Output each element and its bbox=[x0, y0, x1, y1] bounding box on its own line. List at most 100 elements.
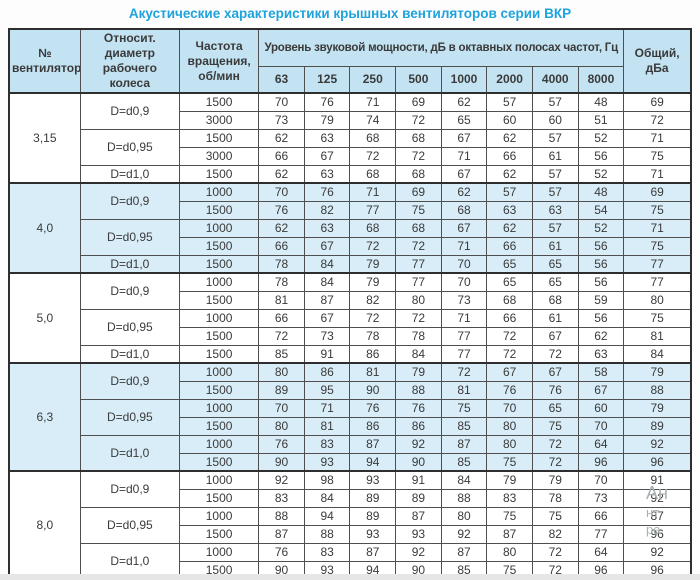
level-cell: 61 bbox=[531, 146, 579, 166]
level-cell: 88 bbox=[440, 488, 488, 508]
speed-cell: 1000 bbox=[178, 470, 260, 490]
level-cell: 60 bbox=[531, 110, 579, 130]
level-cell: 75 bbox=[486, 452, 533, 472]
level-cell: 89 bbox=[349, 488, 397, 508]
level-cell: 76 bbox=[486, 380, 533, 400]
level-cell: 86 bbox=[349, 344, 397, 364]
level-cell: 71 bbox=[349, 92, 397, 112]
level-cell: 67 bbox=[577, 380, 625, 400]
level-cell: 62 bbox=[258, 128, 305, 148]
speed-cell: 1500 bbox=[178, 290, 260, 310]
level-cell: 87 bbox=[258, 524, 305, 544]
level-cell: 73 bbox=[303, 326, 351, 346]
speed-cell: 1500 bbox=[178, 236, 260, 256]
speed-cell: 1500 bbox=[178, 128, 260, 148]
table-row: 1500 76 82 77 75 68 63 63 54 75 bbox=[9, 200, 692, 220]
level-cell: 63 bbox=[486, 200, 533, 220]
table-row: 1500 89 95 90 88 81 76 76 67 88 bbox=[9, 380, 692, 400]
acoustic-table: № вентилятораОтносит. диаметр рабочего к… bbox=[8, 28, 692, 580]
level-cell: 67 bbox=[440, 164, 488, 184]
level-cell: 66 bbox=[486, 308, 533, 328]
diameter-cell: D=d0,95 bbox=[79, 128, 180, 166]
speed-cell: 1500 bbox=[178, 524, 260, 544]
table-row: 8,0 D=d0,9 1000 92 98 93 91 84 79 79 70 91 bbox=[8, 470, 692, 580]
level-cell: 92 bbox=[395, 542, 442, 562]
table-row: 1500 72 73 78 78 77 72 67 62 81 bbox=[9, 326, 692, 346]
level-cell: 52 bbox=[577, 218, 625, 238]
level-cell: 71 bbox=[440, 146, 488, 166]
level-cell: 92 bbox=[395, 434, 442, 454]
table-row: 3,15 D=d0,9 1500 70 76 71 69 62 57 57 48 69 bbox=[8, 92, 692, 184]
level-cell: 92 bbox=[258, 470, 305, 490]
speed-cell: 1500 bbox=[178, 488, 260, 508]
level-cell: 52 bbox=[577, 128, 625, 148]
level-cell: 89 bbox=[349, 506, 397, 526]
level-cell: 67 bbox=[531, 362, 579, 382]
header-band: 2000 bbox=[486, 66, 533, 95]
header-octave-group: Уровень звуковой мощности, дБ в октавных… bbox=[258, 28, 625, 68]
level-cell: 92 bbox=[440, 524, 488, 544]
level-cell: 89 bbox=[395, 488, 442, 508]
fan-number-cell: 6,3 bbox=[8, 362, 81, 472]
level-cell: 62 bbox=[440, 182, 488, 202]
table-row: D=d1,0 1500 62 63 68 68 67 62 57 52 71 bbox=[9, 164, 692, 184]
diameter-cell: D=d0,95 bbox=[79, 308, 180, 346]
level-cell: 77 bbox=[395, 254, 442, 274]
level-cell: 82 bbox=[303, 200, 351, 220]
level-cell: 72 bbox=[531, 452, 579, 472]
level-cell: 65 bbox=[440, 110, 488, 130]
header-band: 125 bbox=[303, 66, 351, 95]
diameter-cell: D=d0,95 bbox=[79, 506, 180, 544]
level-cell: 80 bbox=[395, 290, 442, 310]
diameter-cell: D=d1,0 bbox=[79, 164, 180, 184]
level-cell: 84 bbox=[395, 344, 442, 364]
level-cell: 66 bbox=[258, 236, 305, 256]
level-cell: 72 bbox=[531, 434, 579, 454]
level-cell: 68 bbox=[349, 218, 397, 238]
table-row: D=d0,95 1000 70 71 76 76 75 70 65 60 79 bbox=[9, 398, 692, 436]
level-cell: 68 bbox=[395, 128, 442, 148]
level-cell: 87 bbox=[395, 506, 442, 526]
speed-cell: 1000 bbox=[178, 272, 260, 292]
level-cell: 80 bbox=[486, 416, 533, 436]
speed-cell: 1000 bbox=[178, 182, 260, 202]
level-cell: 81 bbox=[258, 290, 305, 310]
level-cell: 84 bbox=[303, 254, 351, 274]
table-row: D=d1,0 1000 76 83 87 92 87 80 72 64 92 bbox=[9, 542, 692, 580]
total-cell: 88 bbox=[623, 380, 692, 400]
level-cell: 65 bbox=[531, 398, 579, 418]
level-cell: 70 bbox=[577, 416, 625, 436]
level-cell: 67 bbox=[303, 308, 351, 328]
table-row: 1500 66 67 72 72 71 66 61 56 75 bbox=[9, 236, 692, 256]
level-cell: 63 bbox=[303, 128, 351, 148]
level-cell: 95 bbox=[303, 380, 351, 400]
speed-cell: 1000 bbox=[178, 506, 260, 526]
level-cell: 52 bbox=[577, 164, 625, 184]
level-cell: 80 bbox=[258, 362, 305, 382]
level-cell: 91 bbox=[303, 344, 351, 364]
level-cell: 67 bbox=[440, 218, 488, 238]
level-cell: 78 bbox=[349, 326, 397, 346]
level-cell: 62 bbox=[258, 218, 305, 238]
level-cell: 60 bbox=[577, 398, 625, 418]
level-cell: 79 bbox=[349, 254, 397, 274]
level-cell: 67 bbox=[303, 236, 351, 256]
level-cell: 71 bbox=[303, 398, 351, 418]
table-row: D=d0,95 1500 62 63 68 68 67 62 57 52 71 bbox=[9, 128, 692, 166]
level-cell: 67 bbox=[303, 146, 351, 166]
header-band: 250 bbox=[349, 66, 397, 95]
level-cell: 80 bbox=[486, 542, 533, 562]
diameter-cell: D=d0,95 bbox=[79, 218, 180, 256]
level-cell: 66 bbox=[258, 146, 305, 166]
total-cell: 71 bbox=[623, 128, 692, 148]
level-cell: 58 bbox=[577, 362, 625, 382]
level-cell: 76 bbox=[258, 542, 305, 562]
fan-number-cell: 3,15 bbox=[8, 92, 81, 184]
level-cell: 57 bbox=[486, 92, 533, 112]
level-cell: 80 bbox=[486, 434, 533, 454]
level-cell: 84 bbox=[303, 488, 351, 508]
level-cell: 57 bbox=[531, 182, 579, 202]
level-cell: 70 bbox=[440, 272, 488, 292]
level-cell: 63 bbox=[531, 200, 579, 220]
